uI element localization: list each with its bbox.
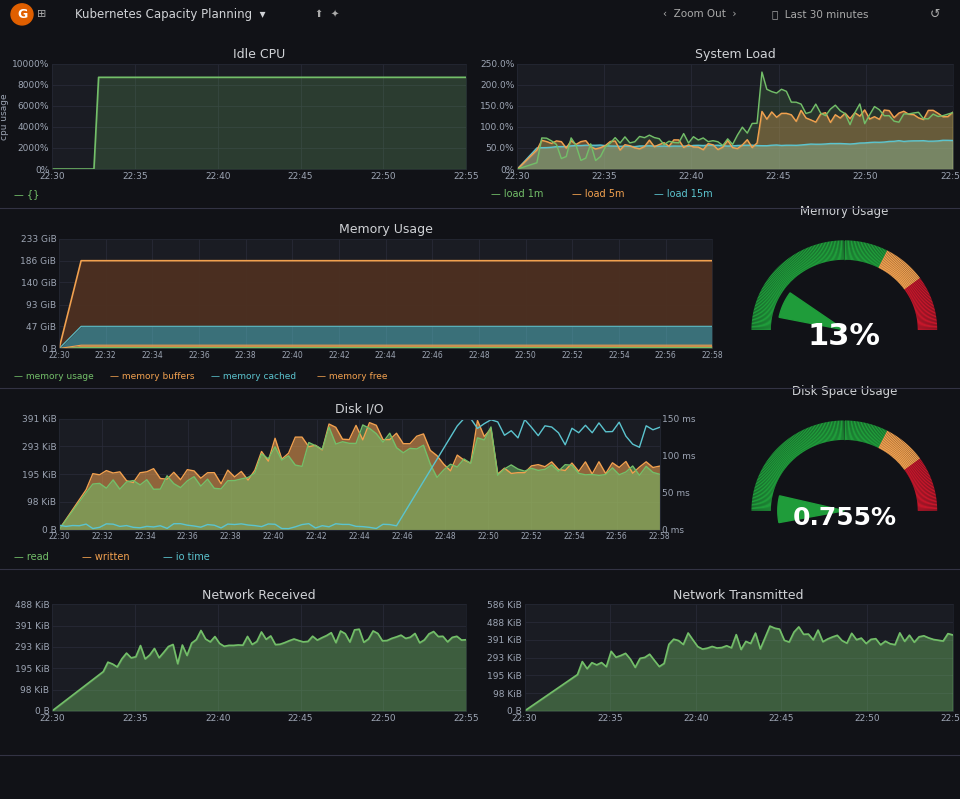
Text: — {}: — {} [14, 189, 39, 199]
Text: ✦: ✦ [331, 10, 339, 19]
Text: ↺: ↺ [929, 8, 940, 21]
Text: — load 5m: — load 5m [572, 189, 625, 199]
Text: ‹  Zoom Out  ›: ‹ Zoom Out › [663, 10, 736, 19]
Text: ⬆: ⬆ [314, 10, 322, 19]
Text: — memory free: — memory free [317, 372, 387, 380]
Text: — load 1m: — load 1m [491, 189, 543, 199]
Title: Network Transmitted: Network Transmitted [673, 589, 804, 602]
Title: Memory Usage: Memory Usage [800, 205, 889, 218]
Text: — memory cached: — memory cached [211, 372, 297, 380]
Title: Network Received: Network Received [203, 589, 316, 602]
Text: — memory buffers: — memory buffers [110, 372, 195, 380]
Polygon shape [778, 496, 845, 523]
Title: Idle CPU: Idle CPU [233, 48, 285, 61]
Title: Memory Usage: Memory Usage [339, 223, 433, 236]
Y-axis label: cpu usage: cpu usage [0, 93, 10, 140]
Text: — io time: — io time [163, 552, 210, 562]
Title: System Load: System Load [695, 48, 776, 61]
Title: Disk Space Usage: Disk Space Usage [792, 384, 897, 398]
Circle shape [11, 4, 33, 25]
Polygon shape [780, 293, 845, 330]
Text: 0.755%: 0.755% [792, 506, 897, 530]
Text: G: G [17, 8, 27, 21]
Text: — memory usage: — memory usage [14, 372, 94, 380]
Text: 13%: 13% [807, 323, 881, 352]
Text: — load 15m: — load 15m [654, 189, 712, 199]
Text: ⊞: ⊞ [37, 10, 47, 19]
Text: — read: — read [14, 552, 49, 562]
Text: ⏱  Last 30 minutes: ⏱ Last 30 minutes [772, 10, 868, 19]
Text: — written: — written [82, 552, 130, 562]
Title: Disk I/O: Disk I/O [335, 403, 384, 416]
Text: Kubernetes Capacity Planning  ▾: Kubernetes Capacity Planning ▾ [75, 8, 265, 21]
